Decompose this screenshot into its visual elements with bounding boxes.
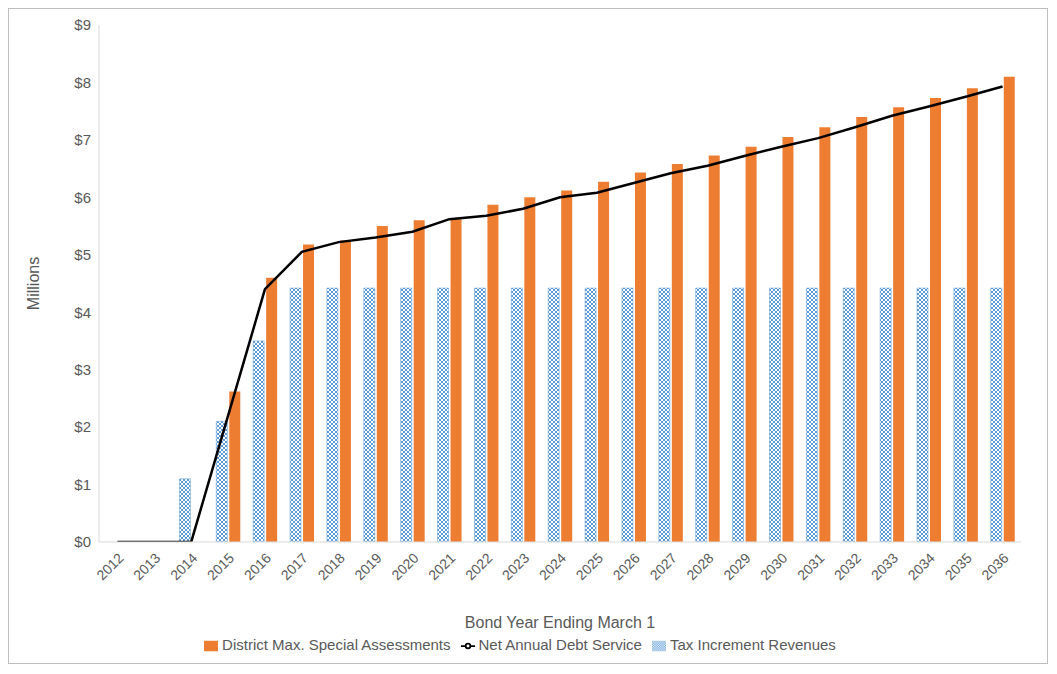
svg-text:$3: $3 [74, 361, 91, 378]
svg-text:2024: 2024 [536, 550, 569, 583]
html-text:Net Annual Debt Service: Net Annual Debt Service [478, 636, 642, 653]
svg-text:$4: $4 [74, 304, 91, 321]
svg-text:2036: 2036 [978, 550, 1011, 583]
svg-text:2032: 2032 [831, 550, 864, 583]
html-text:Tax Increment Revenues: Tax Increment Revenues [670, 636, 836, 653]
svg-text:$9: $9 [74, 16, 91, 33]
svg-text:2016: 2016 [241, 550, 274, 583]
svg-text:2026: 2026 [610, 550, 643, 583]
svg-text:2018: 2018 [315, 550, 348, 583]
svg-text:$5: $5 [74, 246, 91, 263]
svg-text:Millions: Millions [25, 257, 42, 310]
svg-text:$0: $0 [74, 533, 91, 550]
svg-text:2035: 2035 [941, 550, 974, 583]
svg-text:2020: 2020 [388, 550, 421, 583]
svg-text:$2: $2 [74, 418, 91, 435]
svg-text:2022: 2022 [462, 550, 495, 583]
svg-text:2028: 2028 [683, 550, 716, 583]
svg-text:2030: 2030 [757, 550, 790, 583]
svg-text:2033: 2033 [868, 550, 901, 583]
svg-text:Bond Year Ending March 1: Bond Year Ending March 1 [465, 614, 655, 631]
svg-text:2019: 2019 [351, 550, 384, 583]
svg-text:2017: 2017 [278, 550, 311, 583]
svg-text:$7: $7 [74, 131, 91, 148]
svg-text:$8: $8 [74, 74, 91, 91]
svg-text:2023: 2023 [499, 550, 532, 583]
svg-text:2029: 2029 [720, 550, 753, 583]
svg-text:2014: 2014 [167, 550, 200, 583]
svg-text:$1: $1 [74, 476, 91, 493]
svg-text:2034: 2034 [905, 550, 938, 583]
svg-text:2021: 2021 [425, 550, 458, 583]
svg-text:2025: 2025 [573, 550, 606, 583]
svg-text:$6: $6 [74, 189, 91, 206]
html-text:District Max. Special Assessme: District Max. Special Assessments [222, 636, 451, 653]
svg-text:2012: 2012 [93, 550, 126, 583]
svg-text:2013: 2013 [130, 550, 163, 583]
svg-text:2031: 2031 [794, 550, 827, 583]
svg-text:2015: 2015 [204, 550, 237, 583]
svg-text:2027: 2027 [646, 550, 679, 583]
